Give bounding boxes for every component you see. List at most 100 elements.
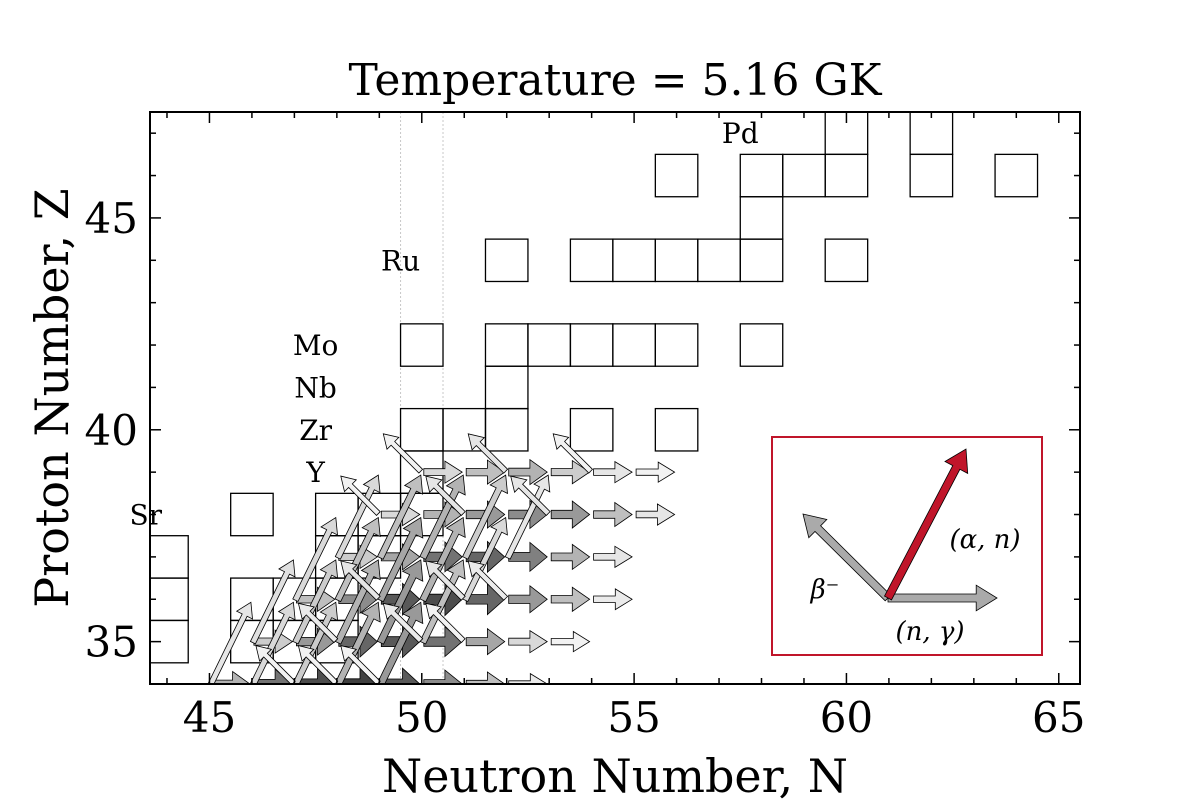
beta-minus-flow-arrow — [297, 645, 339, 684]
stable-nucleus-box — [527, 323, 572, 367]
stable-nucleus-box — [150, 535, 189, 579]
beta-minus-flow-arrow — [340, 645, 381, 684]
alpha-n-flow-arrow — [462, 474, 508, 560]
alpha-n-flow-arrow — [376, 474, 424, 560]
alpha-n-flow-arrow — [334, 516, 381, 603]
element-label: Y — [305, 456, 325, 489]
legend-label: (α, n) — [949, 525, 1020, 555]
alpha-n-flow-arrow — [207, 601, 253, 684]
stable-nucleus-box — [654, 238, 699, 283]
stable-nucleus-box — [739, 323, 784, 367]
alpha-n-flow-arrow — [504, 474, 551, 560]
y-tick-label: 45 — [85, 194, 138, 243]
n-gamma-flow-arrow — [465, 627, 506, 656]
element-label: Ru — [381, 244, 420, 277]
beta-minus-flow-arrow — [255, 645, 296, 684]
stable-nucleus-box — [739, 196, 784, 240]
n-gamma-flow-arrow — [465, 459, 506, 485]
stable-nucleus-box — [484, 365, 529, 410]
stable-nucleus-box — [484, 238, 529, 283]
alpha-n-flow-arrow — [419, 474, 466, 560]
stable-nucleus-box — [612, 238, 656, 283]
beta-minus-flow-arrow — [382, 433, 424, 474]
stable-nucleus-box — [399, 323, 444, 367]
x-tick-label: 50 — [395, 693, 448, 742]
n-gamma-flow-arrow — [550, 630, 591, 653]
element-label: Sr — [129, 499, 162, 532]
alpha-n-flow-arrow — [249, 601, 296, 684]
alpha-n-flow-arrow — [462, 516, 508, 603]
beta-minus-flow-arrow — [552, 433, 594, 474]
stable-nucleus-box — [230, 492, 274, 537]
alpha-n-flow-arrow — [376, 559, 424, 645]
n-gamma-flow-arrow — [550, 586, 591, 613]
stable-nucleus-box — [739, 153, 784, 198]
n-gamma-flow-arrow — [465, 671, 506, 684]
y-axis-label: Proton Number, Z — [25, 188, 79, 607]
alpha-n-flow-arrow — [249, 559, 296, 645]
legend: (α, n) β⁻ (n, γ) — [771, 436, 1043, 656]
stable-nucleus-box — [824, 153, 869, 198]
n-gamma-flow-arrow — [635, 461, 676, 483]
element-label: Zr — [299, 414, 332, 447]
stable-nucleus-box — [654, 323, 699, 367]
element-label: Mo — [293, 329, 339, 362]
element-label: Pd — [722, 117, 759, 150]
alpha-n-flow-arrow — [292, 559, 339, 645]
n-gamma-flow-arrow — [550, 459, 591, 485]
x-tick-label: 65 — [1032, 693, 1085, 742]
stable-nucleus-box — [909, 153, 954, 198]
legend-n-gamma-arrow — [887, 584, 998, 612]
alpha-n-flow-arrow — [419, 516, 466, 603]
beta-minus-flow-arrow — [425, 560, 466, 601]
stable-nucleus-box — [654, 153, 699, 198]
alpha-n-flow-arrow — [334, 474, 381, 560]
beta-minus-flow-arrow — [340, 475, 381, 516]
plot-frame — [149, 111, 1081, 685]
stable-nucleus-box — [569, 407, 614, 452]
stable-nucleus-box — [824, 112, 869, 156]
beta-minus-flow-arrow — [510, 475, 551, 516]
alpha-n-flow-arrow — [334, 601, 381, 684]
stable-nucleus-box — [824, 238, 869, 283]
stable-nucleus-box — [612, 323, 656, 367]
y-tick-label: 35 — [85, 618, 138, 667]
stable-nucleus-box — [484, 407, 529, 452]
alpha-n-flow-arrow — [292, 516, 338, 603]
stable-nucleus-box — [994, 153, 1039, 198]
legend-label: β⁻ — [810, 575, 840, 605]
n-gamma-flow-arrow — [550, 500, 591, 529]
alpha-n-flow-arrow — [419, 559, 466, 645]
stable-nucleus-box — [909, 112, 954, 156]
n-gamma-flow-arrow — [508, 672, 548, 684]
legend-frame — [771, 436, 1043, 656]
beta-minus-flow-arrow — [297, 602, 339, 644]
alpha-n-flow-arrow — [292, 601, 339, 684]
stable-nucleus-box — [654, 407, 699, 452]
stable-nucleus-box — [569, 323, 614, 367]
x-tick-label: 45 — [183, 693, 236, 742]
beta-minus-flow-arrow — [340, 560, 381, 601]
n-gamma-flow-arrow — [593, 545, 633, 569]
stable-nucleus-box — [399, 407, 444, 452]
element-label: Nb — [294, 371, 336, 404]
n-gamma-flow-arrow — [508, 584, 548, 614]
n-gamma-flow-arrow — [508, 629, 548, 654]
n-gamma-flow-arrow — [508, 458, 548, 486]
x-tick-label: 60 — [820, 693, 873, 742]
stable-nucleus-box — [782, 153, 826, 198]
legend-beta-minus-arrow — [802, 513, 892, 602]
alpha-n-flow-arrow — [334, 559, 381, 645]
y-tick-label: 40 — [85, 406, 138, 455]
alpha-n-flow-arrow — [376, 516, 424, 603]
beta-minus-flow-arrow — [425, 602, 466, 644]
x-tick-label: 55 — [607, 693, 660, 742]
n-gamma-flow-arrow — [550, 543, 591, 571]
n-gamma-flow-arrow — [423, 669, 463, 684]
legend-alpha-n-arrow — [883, 448, 969, 601]
n-gamma-flow-arrow — [423, 460, 463, 484]
n-gamma-flow-arrow — [593, 460, 633, 484]
stable-nucleus-box — [484, 323, 529, 367]
alpha-n-flow-arrow — [376, 601, 424, 684]
